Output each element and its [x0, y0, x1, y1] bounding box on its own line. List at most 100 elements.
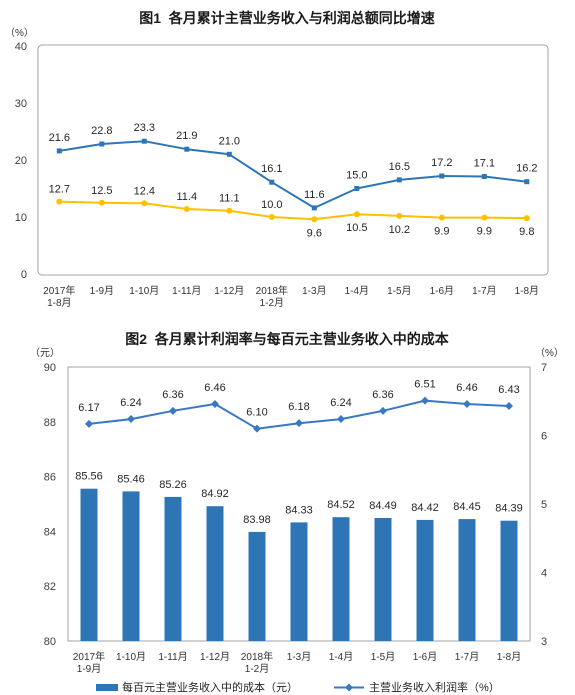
legend-label-bar-series: 每百元主营业务收入中的成本（元）	[122, 680, 298, 694]
chart-1-series-1-data-label: 22.8	[91, 125, 112, 137]
chart-2-legend: 每百元主营业务收入中的成本（元） 主营业务收入利润率（%）	[96, 680, 500, 694]
chart-1-series-1-data-label: 17.1	[474, 158, 495, 170]
chart-2-right-axis-unit: （%）	[535, 347, 564, 359]
chart-2-left-y-tick-label: 88	[44, 417, 56, 429]
chart-1-series-1-data-label: 17.2	[431, 157, 452, 169]
chart-2-left-y-tick-label: 86	[44, 472, 56, 484]
chart-2-x-tick-label: 1-5月	[371, 651, 395, 663]
legend-label-line-series: 主营业务收入利润率（%）	[369, 680, 500, 694]
chart-1-series-2-point	[226, 207, 233, 214]
chart-2-left-y-axis: 80 82 84 86 88 90	[44, 362, 56, 648]
chart-2-line-data-label: 6.46	[456, 382, 477, 394]
chart-1-series-2-point	[183, 206, 190, 212]
chart-1-series-1-point	[141, 138, 147, 144]
chart-2-line-data-label: 6.46	[204, 382, 225, 394]
chart-1-series-1-point	[439, 173, 445, 179]
chart-2: 图2 各月累计利润率与每百元主营业务收入中的成本 （元） （%） 8082848…	[30, 331, 564, 694]
chart-2-line-data-label: 6.36	[372, 389, 393, 401]
chart-1-series-1-point	[396, 177, 402, 183]
chart-1-x-tick-label: 1-8月	[515, 285, 539, 297]
chart-1-series-1-point	[524, 179, 530, 185]
chart-1-x-tick-label: 2017年 1-8月	[43, 284, 75, 309]
chart-1-series-1-data-label: 16.1	[261, 163, 282, 175]
chart-1-series-1-line	[59, 140, 527, 209]
chart-1-series-1-data-label: 21.6	[49, 132, 70, 144]
chart-1-series-1-data-label: 16.2	[516, 163, 537, 175]
chart-2-bar-data-label: 84.42	[411, 502, 439, 514]
chart-1-series-1-data-label: 16.5	[389, 161, 410, 173]
chart-2-right-y-tick-label: 5	[541, 499, 547, 511]
chart-1-y-tick-label: 40	[15, 41, 27, 53]
chart-1-series: 21.6 22.8 23.3 21.9 21.0 16.1 11.6 15.0 16.5 17.2…	[49, 122, 538, 239]
chart-2-bar-data-label: 84.49	[369, 500, 397, 512]
chart-1-x-tick-label: 1-3月	[302, 285, 326, 297]
chart-2-bar	[290, 522, 308, 641]
chart-1-series-2-point	[396, 212, 403, 219]
chart-2-bar	[80, 488, 98, 641]
chart-1-series-2-data-label: 9.8	[519, 226, 534, 238]
chart-1-series-2-point	[98, 199, 105, 206]
chart-2-left-y-tick-label: 84	[44, 526, 56, 538]
chart-2-line-data-label: 6.51	[414, 379, 435, 391]
chart-2-bar-data-label: 84.39	[495, 503, 523, 515]
chart-1-series-2-data-label: 12.4	[134, 185, 155, 197]
chart-2-bar	[122, 491, 140, 641]
chart-1-series-1-data-label: 23.3	[134, 122, 155, 134]
chart-1-x-tick-label: 1-9月	[90, 285, 114, 297]
chart-2-x-tick-label: 1-8月	[497, 651, 521, 663]
chart-1-x-tick-label: 2018年 1-2月	[256, 284, 288, 309]
chart-2-left-y-tick-label: 82	[44, 581, 56, 593]
chart-1-y-tick-label: 0	[21, 269, 27, 281]
chart-2-line-data-label: 6.36	[162, 389, 183, 401]
chart-2-bar-data-label: 85.26	[159, 479, 187, 491]
chart-2-line-point	[295, 419, 303, 428]
chart-1: 图1 各月累计主营业务收入与利润总额同比增速 （%） 0 10 20 30 40 201…	[5, 10, 549, 309]
chart-2-right-y-tick-label: 6	[541, 431, 547, 443]
chart-2-line-point	[127, 415, 135, 424]
chart-1-series-2-data-label: 9.9	[434, 226, 449, 238]
chart-1-y-axis: 0 10 20 30 40	[15, 41, 27, 281]
chart-2-line-point	[337, 415, 345, 424]
chart-2-line-data-label: 6.18	[288, 401, 309, 413]
chart-1-series-2-point	[438, 214, 445, 221]
chart-1-y-tick-label: 30	[15, 98, 27, 110]
chart-1-series-1-data-label: 21.0	[219, 135, 240, 147]
chart-2-x-tick-label: 1-11月	[158, 651, 187, 663]
chart-1-series-1-point	[269, 179, 275, 185]
chart-2-bar	[332, 517, 350, 641]
chart-2-title: 图2 各月累计利润率与每百元主营业务收入中的成本	[125, 331, 450, 347]
chart-2-right-y-tick-label: 3	[541, 636, 547, 648]
chart-2-bar	[416, 519, 434, 641]
chart-1-title: 图1 各月累计主营业务收入与利润总额同比增速	[139, 10, 435, 26]
chart-2-line-point	[379, 406, 387, 415]
chart-1-series-1-point	[226, 151, 232, 157]
chart-1-series-1-data-label: 15.0	[346, 170, 367, 182]
chart-2-line-point	[421, 396, 429, 405]
chart-2-line-series: 6.17 6.24 6.36 6.46 6.10 6.18 6.24 6.36 6.51 6.46…	[78, 379, 520, 433]
chart-1-series-2-data-label: 9.6	[307, 227, 322, 239]
chart-2-bar-data-label: 84.92	[201, 488, 229, 500]
chart-2-line-point	[85, 419, 93, 428]
chart-1-series-2-data-label: 11.1	[219, 193, 240, 205]
chart-1-series-1-point	[56, 148, 62, 154]
chart-2-bar-data-label: 85.46	[117, 473, 145, 485]
chart-2-x-tick-label: 1-7月	[455, 651, 479, 663]
chart-1-series-2-point	[523, 215, 530, 222]
chart-1-x-tick-label: 1-5月	[387, 285, 411, 297]
chart-1-series-1-data-label: 11.6	[304, 189, 325, 201]
chart-1-series-1-point	[481, 174, 487, 179]
chart-2-left-y-tick-label: 90	[44, 362, 56, 374]
chart-2-x-tick-label: 2017年 1-9月	[73, 650, 105, 675]
chart-2-line-data-label: 6.43	[498, 384, 519, 396]
chart-2-x-tick-label: 1-10月	[116, 651, 146, 663]
chart-1-x-tick-label: 1-10月	[129, 285, 159, 297]
chart-1-series-2-data-label: 10.5	[346, 222, 367, 234]
chart-2-bar-data-label: 85.56	[75, 471, 103, 483]
chart-2-left-axis-unit: （元）	[30, 347, 60, 359]
chart-1-series-2-data-label: 10.0	[261, 199, 282, 211]
chart-2-line-point	[505, 402, 513, 411]
chart-2-bar-data-label: 83.98	[243, 514, 271, 526]
chart-2-x-tick-label: 1-4月	[329, 651, 353, 663]
chart-1-series-2-point	[311, 216, 318, 223]
